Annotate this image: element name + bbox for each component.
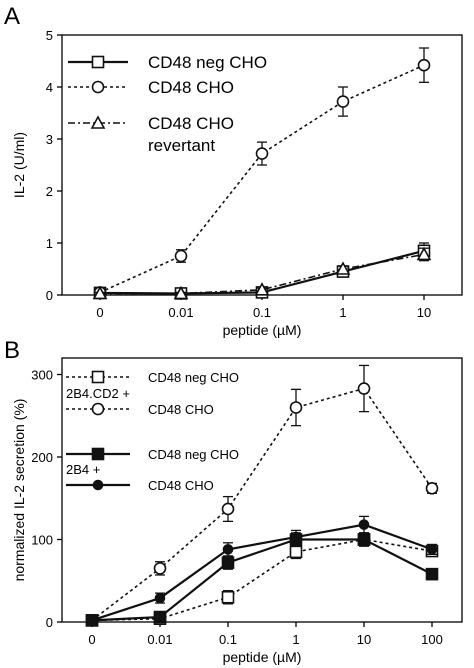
data-point [254,282,270,296]
legend-marker [92,479,104,491]
data-point [358,519,370,530]
x-tick-label: 10 [417,305,431,320]
panel-label: A [4,3,20,30]
legend-marker [91,55,105,69]
plot-frame [61,357,463,623]
data-point [357,533,371,546]
legend-marker [91,80,105,94]
data-point [357,382,371,395]
legend-label: CD48 CHO [148,78,234,97]
series-2 [85,532,439,627]
data-point [86,615,98,626]
series-line [91,523,433,622]
series-1 [93,47,431,299]
y-tick-label: 100 [31,533,53,548]
data-point [153,562,167,575]
legend-label: CD48 neg CHO [148,370,239,385]
legend-label: CD48 CHO [148,114,234,133]
legend-label: CD48 neg CHO [148,53,267,72]
y-tick-label: 0 [46,615,53,630]
x-tick-label: 100 [421,632,443,647]
y-tick-label: 200 [31,450,53,465]
legend-marker [91,447,105,461]
data-point [289,401,303,414]
data-point [221,590,235,604]
data-point [221,502,235,516]
legend: CD48 neg CHO CD48 CHO CD48 neg CHO CD48 CHO… [66,370,239,493]
legend-marker [91,370,105,384]
legend-label: CD48 neg CHO [148,447,239,462]
x-tick-label: 10 [357,632,371,647]
data-point [336,95,350,108]
series-line [99,64,425,294]
data-point [425,482,439,495]
series-line [91,538,433,622]
series-line [91,387,433,621]
x-tick-label: 0.1 [253,305,271,320]
series-line [91,538,433,622]
data-point [289,545,303,559]
x-tick-label: 0.1 [219,632,237,647]
data-point [222,544,234,555]
data-point [290,531,302,543]
series-3 [86,515,438,626]
x-tick-label: 0 [96,305,103,320]
y-tick-label: 4 [46,80,53,95]
x-tick-label: 0.01 [147,632,172,647]
panel-a: A 0 1 2 3 4 5 0 0.01 0.1 1 10 peptide (µM) IL-2 (U/ml… [4,3,463,338]
y-tick-label: 1 [46,236,53,251]
data-point [174,249,188,263]
y-tick-label: 2 [46,184,53,199]
legend-label: revertant [148,136,215,155]
data-point [154,592,166,604]
x-tick-label: 1 [339,305,346,320]
y-tick-label: 0 [46,288,53,303]
data-point [255,147,269,160]
legend-label: CD48 CHO [148,402,214,417]
x-axis-label: peptide (µM) [223,322,302,338]
data-point [426,544,438,555]
legend: CD48 neg CHO CD48 CHO CD48 CHO revertant [68,53,267,155]
x-tick-label: 0.01 [168,305,193,320]
y-tick-label: 5 [46,28,53,43]
data-point [417,58,431,72]
legend-marker [91,402,105,416]
x-tick-label: 1 [292,632,299,647]
panel-label: B [4,337,20,364]
data-point [335,261,351,275]
legend-label: CD48 CHO [148,478,214,493]
data-point [92,285,108,300]
series-1 [85,364,439,627]
x-tick-label: 0 [88,632,95,647]
legend-group-label: 2B4.CD2 + [66,386,130,401]
series-0 [85,532,439,627]
data-point [153,610,167,624]
y-tick-label: 3 [46,132,53,147]
legend-marker [90,115,106,129]
data-point [173,285,189,300]
legend-group-label: 2B4 + [66,462,100,477]
data-point [221,556,235,569]
y-axis-label: IL-2 (U/ml) [11,132,27,198]
panel-b: B 0 100 200 300 0 0.01 0.1 1 10 100 peptide (µM) nor… [4,337,463,665]
series-2 [92,246,432,300]
y-axis-label: normalized IL-2 secretion (%) [11,399,27,582]
series-line [100,253,425,295]
data-point [425,567,439,581]
data-point [416,246,432,261]
y-tick-label: 300 [31,368,53,383]
x-axis-label: peptide (µM) [223,649,302,665]
